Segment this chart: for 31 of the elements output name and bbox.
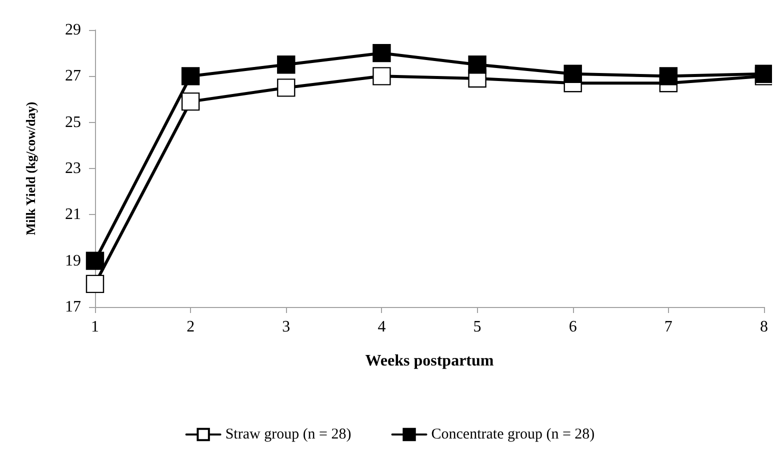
legend-label: Concentrate group (n = 28): [431, 426, 595, 442]
y-tick-label: 25: [65, 114, 81, 131]
point: [181, 67, 200, 86]
y-axis-title: Milk Yield (kg/cow/day): [23, 102, 38, 236]
point: [372, 67, 391, 86]
x-tick-label: 6: [568, 318, 577, 336]
point: [277, 56, 296, 74]
y-tick-label: 21: [65, 206, 81, 224]
x-tick-label: 8: [760, 318, 768, 336]
x-tick-label: 1: [91, 318, 99, 336]
y-tick-label: 29: [65, 22, 81, 38]
point: [754, 64, 772, 83]
x-tick-label: 3: [282, 318, 290, 336]
point: [181, 92, 200, 111]
point: [564, 64, 582, 83]
x-axis-title: Weeks postpartum: [365, 352, 494, 370]
y-tick-label: 23: [65, 160, 81, 177]
y-tick-label: 17: [65, 298, 81, 316]
point: [86, 274, 104, 294]
point: [468, 56, 486, 74]
x-tick-label: 2: [186, 318, 195, 336]
legend-label: Straw group (n = 28): [225, 426, 352, 442]
y-tick-label: 19: [65, 252, 81, 270]
point: [277, 78, 296, 97]
y-tick-label: 27: [65, 68, 81, 85]
x-tick-label: 7: [664, 318, 672, 336]
x-tick-label: 5: [473, 318, 482, 336]
point: [659, 67, 678, 86]
point: [86, 252, 104, 270]
point: [372, 44, 391, 62]
x-tick-label: 4: [378, 318, 386, 336]
